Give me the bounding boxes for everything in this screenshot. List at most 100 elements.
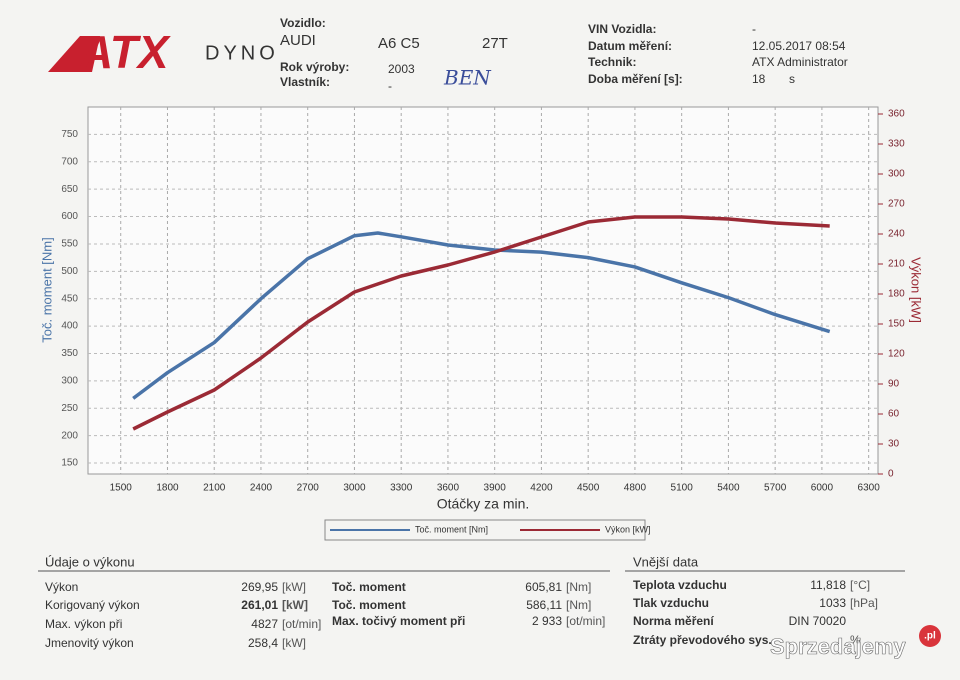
row-label: Korigovaný výkon <box>45 598 140 612</box>
x-tick-label: 1800 <box>156 483 179 494</box>
y2-tick-label: 300 <box>888 169 905 180</box>
x-tick-label: 2700 <box>297 483 320 494</box>
logo-sub: DYNO <box>205 42 279 64</box>
field-label: VIN Vozidla: <box>588 22 656 36</box>
watermark: Sprzedajemy <box>770 634 906 659</box>
row-unit: % <box>850 633 861 647</box>
y-tick-label: 650 <box>61 184 78 195</box>
y-tick-label: 350 <box>61 348 78 359</box>
field-value: 27T <box>482 35 508 52</box>
row-value: 586,11 <box>526 598 562 612</box>
y2-tick-label: 360 <box>888 109 905 120</box>
row-label: Jmenovitý výkon <box>45 636 134 650</box>
x-tick-label: 3000 <box>343 483 366 494</box>
legend-label: Toč. moment [Nm] <box>415 524 488 534</box>
x-tick-label: 4500 <box>577 483 600 494</box>
row-value: 258,4 <box>248 636 278 650</box>
y2-axis-title: Výkon [kW] <box>909 257 924 323</box>
row-label: Teplota vzduchu <box>633 578 727 592</box>
watermark-badge-text: .pl <box>924 631 936 642</box>
field-value: - <box>752 22 756 36</box>
x-tick-label: 3900 <box>484 483 507 494</box>
x-tick-label: 5400 <box>717 483 740 494</box>
row-value: 2 933 <box>532 614 562 628</box>
row-value: 4827 <box>251 617 278 631</box>
y-tick-label: 700 <box>61 156 78 167</box>
logo-brand: ATX <box>79 26 171 78</box>
y-tick-label: 600 <box>61 211 78 222</box>
y2-tick-label: 60 <box>888 409 900 420</box>
row-label: Toč. moment <box>332 580 406 594</box>
row-value: 605,81 <box>525 580 562 594</box>
row-unit: [ot/min] <box>282 617 321 631</box>
x-tick-label: 4200 <box>530 483 553 494</box>
x-tick-label: 2100 <box>203 483 226 494</box>
y-tick-label: 300 <box>61 376 78 387</box>
logo-mark <box>48 36 100 72</box>
y2-tick-label: 240 <box>888 229 905 240</box>
field-value: - <box>388 79 392 93</box>
row-unit: [Nm] <box>566 580 591 594</box>
field-value: AUDI <box>280 32 316 49</box>
y2-tick-label: 210 <box>888 259 905 270</box>
field-label: Vlastník: <box>280 75 330 89</box>
x-tick-label: 6000 <box>811 483 834 494</box>
legend-box <box>324 519 646 541</box>
row-unit: [kW] <box>282 636 306 650</box>
field-label: Vozidlo: <box>280 16 326 30</box>
y-tick-label: 750 <box>61 129 78 140</box>
field-value: ATX Administrator <box>752 55 848 69</box>
y-tick-label: 550 <box>61 239 78 250</box>
row-unit: [kW] <box>282 598 308 612</box>
field-value: 12.05.2017 08:54 <box>752 39 846 53</box>
y2-tick-label: 90 <box>888 379 900 390</box>
x-tick-label: 1500 <box>110 483 133 494</box>
y2-tick-label: 120 <box>888 349 905 360</box>
y-tick-label: 500 <box>61 266 78 277</box>
y-tick-label: 150 <box>61 458 78 469</box>
field-label: Rok výroby: <box>280 60 349 74</box>
field-value: 2003 <box>388 62 415 76</box>
y2-tick-label: 180 <box>888 289 905 300</box>
field-value: 18 <box>752 72 766 86</box>
x-tick-label: 5100 <box>671 483 694 494</box>
y2-tick-label: 30 <box>888 439 900 450</box>
x-tick-label: 5700 <box>764 483 787 494</box>
row-label: Tlak vzduchu <box>633 596 709 610</box>
legend-label: Výkon [kW] <box>605 524 651 534</box>
field-label: Datum měření: <box>588 39 672 53</box>
x-tick-label: 3300 <box>390 483 413 494</box>
row-label: Norma měření <box>633 614 714 628</box>
row-unit: [Nm] <box>566 598 591 612</box>
row-unit: [ot/min] <box>566 614 605 628</box>
row-unit: [°C] <box>850 578 870 592</box>
x-tick-label: 3600 <box>437 483 460 494</box>
y-tick-label: 250 <box>61 403 78 414</box>
y2-tick-label: 0 <box>888 469 894 480</box>
series-line <box>132 215 830 431</box>
row-unit: [kW] <box>282 580 306 594</box>
x-axis-title: Otáčky za min. <box>437 496 530 512</box>
field-value: A6 C5 <box>378 35 420 52</box>
y-axis-title: Toč. moment [Nm] <box>39 237 54 342</box>
row-label: Toč. moment <box>332 598 406 612</box>
row-value: 11,818 <box>810 578 846 592</box>
y2-tick-label: 270 <box>888 199 905 210</box>
row-label: Max. točivý moment při <box>332 614 465 628</box>
y-tick-label: 450 <box>61 293 78 304</box>
y-tick-label: 400 <box>61 321 78 332</box>
handwritten-note: BEN <box>443 66 492 90</box>
row-label: Max. výkon při <box>45 617 122 631</box>
field-unit: s <box>789 72 795 86</box>
watermark-badge <box>919 625 941 647</box>
row-label: Ztráty převodového sys. <box>633 633 772 647</box>
y2-tick-label: 330 <box>888 139 905 150</box>
y-tick-label: 200 <box>61 430 78 441</box>
x-tick-label: 6300 <box>858 483 881 494</box>
y2-tick-label: 150 <box>888 319 905 330</box>
section-title: Vnější data <box>633 554 699 569</box>
x-tick-label: 4800 <box>624 483 647 494</box>
x-tick-label: 2400 <box>250 483 273 494</box>
